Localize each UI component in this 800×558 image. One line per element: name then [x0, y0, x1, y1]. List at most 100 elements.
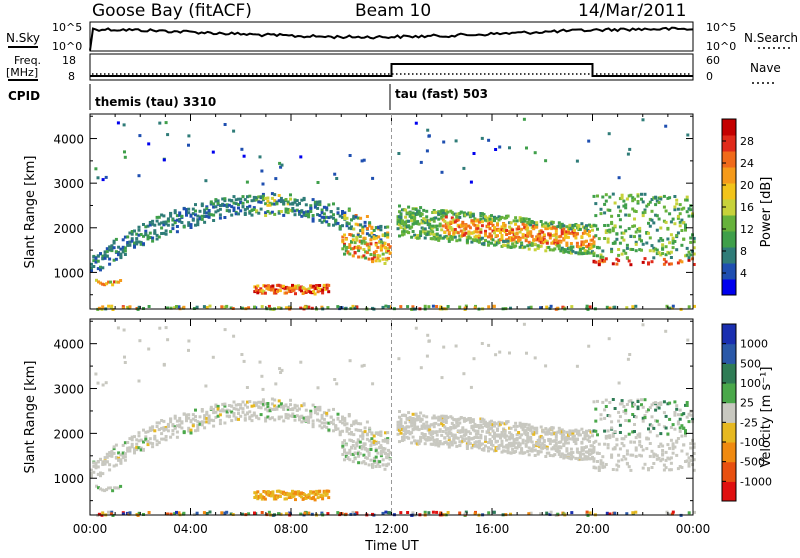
power-cell	[240, 306, 244, 310]
power-cell	[372, 255, 376, 259]
power-cell	[673, 208, 677, 212]
velocity-cell	[422, 422, 426, 426]
power-cell	[111, 283, 115, 287]
velocity-cell	[525, 351, 528, 355]
velocity-cell	[234, 417, 238, 421]
power-cell	[336, 211, 340, 215]
power-cell	[130, 239, 134, 243]
power-cell	[374, 243, 378, 247]
power-cell	[121, 238, 125, 242]
power-cell	[594, 202, 598, 206]
power-cell	[302, 213, 306, 217]
power-cell	[687, 214, 691, 218]
velocity-cell	[611, 432, 615, 436]
power-cell	[629, 247, 633, 251]
velocity-cell	[230, 410, 234, 414]
power-cell	[631, 248, 635, 251]
power-cell	[648, 200, 652, 204]
velocity-cell	[665, 510, 669, 514]
power-cell	[527, 306, 531, 310]
velocity-cell	[97, 486, 100, 490]
power-cell	[603, 259, 607, 263]
velocity-cell	[320, 413, 324, 417]
power-cell	[480, 242, 484, 246]
velocity-cell	[155, 439, 159, 443]
velocity-cell	[640, 398, 643, 402]
velocity-cell	[365, 448, 369, 452]
power-cell	[360, 159, 364, 163]
power-cell	[435, 232, 439, 236]
velocity-cell	[594, 429, 598, 433]
power-cell	[526, 244, 530, 248]
power-cell	[355, 238, 359, 242]
power-cell	[351, 234, 355, 238]
velocity-cell	[113, 486, 117, 490]
power-cell	[419, 206, 423, 210]
power-cell	[585, 304, 589, 308]
power-cell	[487, 235, 490, 239]
colorbar-cell	[722, 135, 736, 152]
power-cell	[256, 284, 260, 288]
power-cell	[499, 230, 502, 234]
velocity-cell	[365, 432, 369, 436]
power-cell	[428, 222, 432, 226]
velocity-cell	[266, 405, 270, 409]
velocity-cell	[216, 404, 220, 408]
colorbar-tick-label: -1000	[740, 475, 772, 488]
power-cell	[234, 212, 238, 216]
power-cell	[636, 200, 640, 203]
velocity-cell	[425, 420, 429, 424]
velocity-cell	[311, 403, 315, 407]
power-cell	[370, 235, 374, 239]
power-cell	[464, 224, 468, 228]
power-cell	[189, 223, 193, 227]
velocity-cell	[234, 407, 238, 411]
velocity-cell	[423, 442, 427, 446]
power-cell	[379, 248, 383, 252]
velocity-cell	[520, 433, 524, 437]
power-cell	[230, 199, 234, 203]
velocity-cell	[687, 420, 691, 424]
power-cell	[514, 244, 518, 248]
velocity-cell	[257, 405, 261, 409]
power-cell	[450, 211, 454, 215]
velocity-cell	[476, 429, 480, 433]
y-tick-label: 4000	[53, 133, 84, 147]
power-cell	[357, 255, 361, 259]
velocity-cell	[178, 423, 182, 427]
velocity-cell	[247, 512, 251, 516]
power-cell	[196, 218, 200, 222]
velocity-cell	[408, 416, 412, 420]
velocity-cell	[650, 466, 654, 469]
power-cell	[230, 205, 234, 209]
velocity-cell	[237, 408, 240, 412]
velocity-cell	[673, 400, 677, 404]
power-cell	[191, 207, 195, 211]
power-cell	[177, 305, 181, 309]
power-cell	[130, 237, 134, 241]
nsearch-label: N.Search	[744, 31, 798, 45]
power-cell	[659, 226, 663, 230]
power-cell	[288, 288, 291, 292]
power-cell	[185, 208, 188, 211]
velocity-cell	[334, 428, 338, 431]
power-cell	[437, 217, 441, 221]
power-cell	[422, 217, 426, 221]
velocity-cell	[661, 457, 665, 461]
velocity-cell	[108, 463, 112, 467]
velocity-cell	[539, 512, 543, 516]
power-cell	[441, 224, 445, 228]
velocity-cell	[464, 432, 468, 436]
velocity-cell	[545, 445, 549, 449]
power-cell	[368, 224, 372, 228]
power-cell	[294, 292, 297, 296]
power-cell	[401, 219, 404, 223]
power-cell	[386, 233, 390, 237]
velocity-cell	[368, 426, 372, 430]
velocity-cell	[162, 419, 166, 423]
velocity-cell	[205, 410, 209, 414]
power-cell	[491, 238, 495, 242]
power-cell	[594, 234, 598, 238]
power-cell	[260, 289, 264, 293]
power-cell	[634, 210, 638, 213]
